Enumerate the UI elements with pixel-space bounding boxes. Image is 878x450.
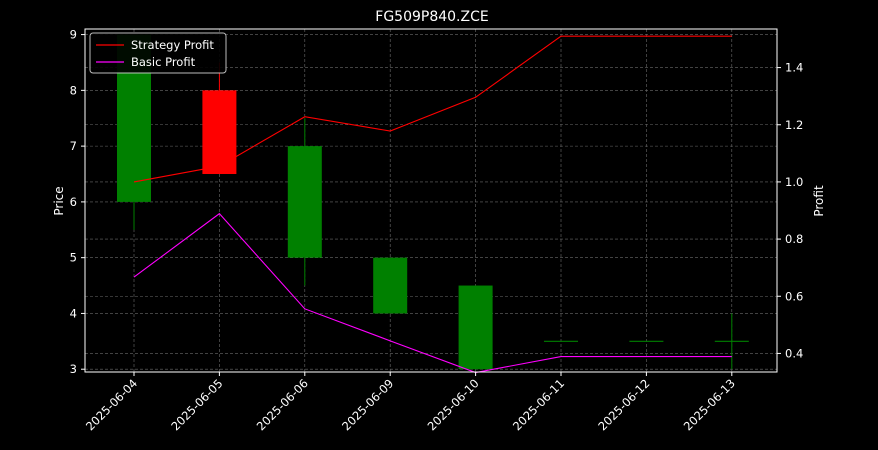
right-tick-label: 1.4	[785, 61, 803, 75]
x-tick-label: 2025-06-05	[168, 376, 225, 433]
strategy-profit-line	[133, 35, 732, 183]
x-tick-label: 2025-06-09	[339, 376, 396, 433]
right-axis-label: Profit	[812, 185, 826, 217]
x-tick-label: 2025-06-04	[83, 376, 140, 433]
right-tick-label: 0.6	[785, 289, 803, 303]
legend-label-strategy: Strategy Profit	[131, 38, 214, 52]
candle-body	[202, 90, 237, 175]
left-tick-label: 3	[70, 362, 77, 376]
left-tick-label: 7	[70, 139, 77, 153]
x-tick-label: 2025-06-12	[595, 376, 652, 433]
right-tick-label: 1.2	[785, 118, 803, 132]
right-tick-label: 0.4	[785, 346, 803, 360]
left-tick-label: 8	[70, 83, 77, 97]
right-tick-label: 1.0	[785, 175, 803, 189]
axes: 3 4 5 6 7 8 9 0.4 0.6 0.8 1.0 1.2 1.4 2025-06-04 2025-…	[70, 28, 804, 434]
candle-body	[458, 285, 493, 370]
left-tick-label: 9	[70, 28, 77, 42]
profit-lines	[133, 35, 732, 374]
plot-frame	[84, 28, 778, 373]
candle-body	[287, 146, 322, 258]
x-tick-label: 2025-06-11	[510, 376, 567, 433]
legend-box	[89, 32, 227, 74]
grid	[85, 29, 777, 372]
left-tick-label: 4	[70, 306, 77, 320]
x-tick-label: 2025-06-06	[254, 376, 311, 433]
legend: Strategy Profit Basic Profit	[89, 32, 227, 74]
chart-title: FG509P840.ZCE	[375, 9, 488, 25]
x-tick-label: 2025-06-13	[681, 376, 738, 433]
x-tick-label: 2025-06-10	[425, 376, 482, 433]
basic-profit-line	[133, 212, 732, 374]
right-tick-label: 0.8	[785, 232, 803, 246]
legend-label-basic: Basic Profit	[131, 55, 196, 69]
left-tick-label: 5	[70, 251, 77, 265]
left-axis-label: Price	[52, 186, 66, 215]
candle-body	[373, 257, 408, 314]
left-tick-label: 6	[70, 195, 77, 209]
